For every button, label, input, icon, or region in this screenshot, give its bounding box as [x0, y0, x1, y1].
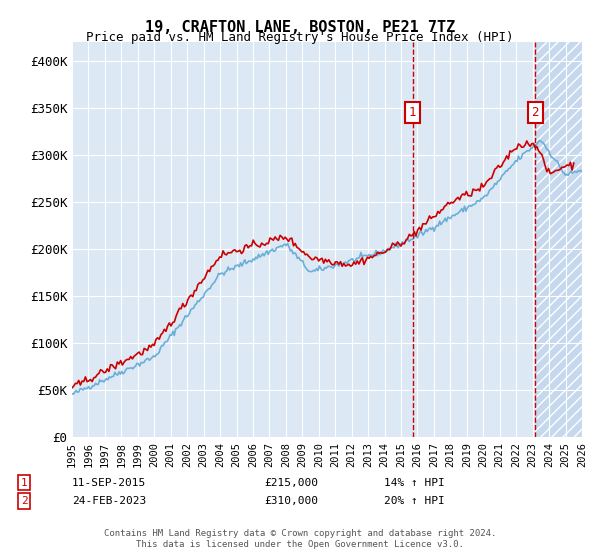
Text: 11-SEP-2015: 11-SEP-2015	[72, 478, 146, 488]
Text: £215,000: £215,000	[264, 478, 318, 488]
Bar	[535, 42, 582, 437]
Text: 14% ↑ HPI: 14% ↑ HPI	[384, 478, 445, 488]
Text: 2: 2	[532, 106, 539, 119]
Text: 1: 1	[20, 478, 28, 488]
Text: 1: 1	[409, 106, 416, 119]
Text: 24-FEB-2023: 24-FEB-2023	[72, 496, 146, 506]
Text: 19, CRAFTON LANE, BOSTON, PE21 7TZ: 19, CRAFTON LANE, BOSTON, PE21 7TZ	[145, 20, 455, 35]
Text: £310,000: £310,000	[264, 496, 318, 506]
Text: 20% ↑ HPI: 20% ↑ HPI	[384, 496, 445, 506]
Text: 2: 2	[20, 496, 28, 506]
Text: Price paid vs. HM Land Registry's House Price Index (HPI): Price paid vs. HM Land Registry's House …	[86, 31, 514, 44]
Text: Contains HM Land Registry data © Crown copyright and database right 2024.
This d: Contains HM Land Registry data © Crown c…	[104, 529, 496, 549]
